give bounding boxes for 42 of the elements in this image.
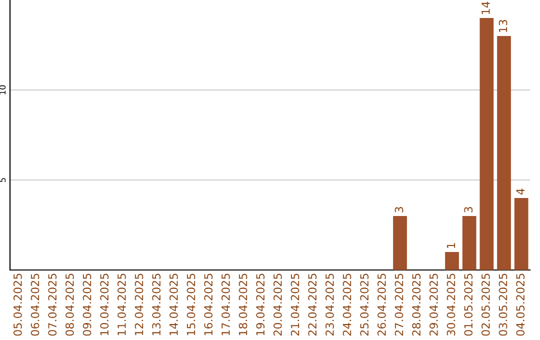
data-label: 13: [498, 20, 508, 32]
x-tick-label: 15.04.2025: [186, 274, 196, 336]
x-tick-label: 27.04.2025: [394, 274, 404, 336]
x-tick-label: 07.04.2025: [48, 274, 57, 336]
bar: [393, 216, 407, 270]
data-label: 4: [516, 188, 524, 195]
x-tick-label: 11.04.2025: [117, 274, 126, 336]
x-tick-label: 26.04.2025: [377, 274, 386, 336]
x-tick-label: 12.04.2025: [134, 274, 144, 336]
data-label: 1: [446, 243, 456, 248]
x-tick-label: 16.04.2025: [204, 274, 213, 336]
x-tick-label: 19.04.2025: [256, 274, 265, 336]
x-tick-label: 23.04.2025: [325, 274, 334, 336]
bar: [514, 198, 528, 270]
x-tick-label: 01.05.2025: [464, 274, 473, 336]
x-tick-label: 21.04.2025: [290, 274, 300, 336]
x-tick-label: 13.04.2025: [152, 274, 161, 336]
data-label: 3: [464, 207, 473, 212]
x-tick-label: 05.04.2025: [13, 274, 22, 336]
bar: [462, 216, 476, 270]
x-tick-label: 30.04.2025: [446, 274, 456, 336]
data-label: 3: [394, 207, 404, 212]
x-tick-label: 14.04.2025: [169, 274, 178, 336]
x-tick-label: 22.04.2025: [308, 274, 317, 336]
x-tick-label: 10.04.2025: [100, 274, 109, 336]
x-tick-label: 08.04.2025: [65, 274, 74, 336]
data-label: 14: [482, 2, 490, 14]
bar: [480, 18, 494, 270]
x-tick-label: 09.04.2025: [82, 274, 92, 336]
x-tick-label: 06.04.2025: [30, 274, 40, 336]
x-tick-label: 28.04.2025: [412, 274, 421, 336]
x-tick-label: 20.04.2025: [273, 274, 282, 336]
x-tick-label: 02.05.2025: [481, 274, 490, 336]
x-tick-label: 18.04.2025: [238, 274, 248, 336]
x-tick-label: 03.05.2025: [498, 274, 508, 336]
x-tick-label: 24.04.2025: [342, 274, 352, 336]
x-tick-label: 29.04.2025: [429, 274, 438, 336]
x-tick-label: 17.04.2025: [221, 274, 230, 336]
bar: [445, 252, 459, 270]
bar: [497, 36, 511, 270]
x-tick-label: 25.04.2025: [360, 274, 369, 336]
x-tick-label: 04.05.2025: [516, 274, 525, 336]
